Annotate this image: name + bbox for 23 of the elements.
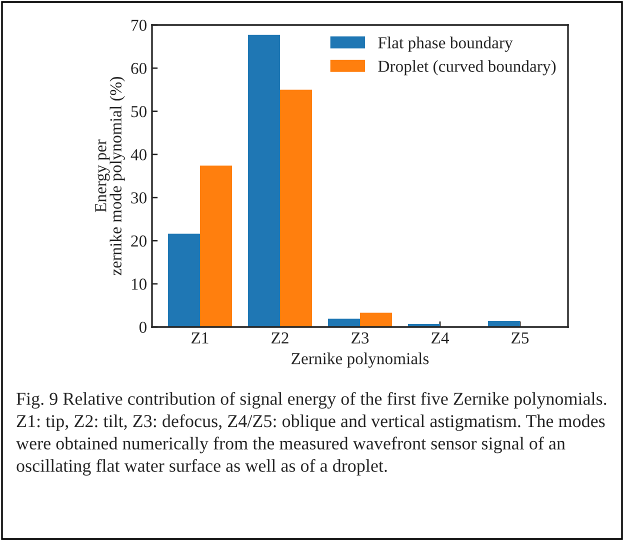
y-tick-label: 30	[131, 192, 147, 204]
y-tick-label: 40	[130, 149, 147, 160]
x-tick-label: Z3	[352, 332, 369, 344]
legend-label: Flat phase boundary	[378, 36, 513, 52]
x-tick-label: Z4	[432, 332, 449, 344]
legend-label: Droplet (curved boundary)	[378, 60, 556, 76]
y-tick-label: 10	[132, 278, 147, 290]
x-tick-label: Z2	[272, 332, 288, 344]
x-axis-title: Zernike polynomials	[292, 352, 429, 368]
bar	[168, 234, 200, 327]
y-tick-label: 20	[131, 235, 147, 247]
y-tick-label: 70	[132, 20, 147, 31]
y-tick-label: 60	[131, 62, 147, 74]
y-tick-label: 0	[139, 322, 147, 333]
bar	[280, 90, 312, 327]
y-axis-title: Energy per zernike mode polynomial (%)	[95, 76, 125, 276]
bar	[248, 34, 280, 327]
bar	[360, 312, 392, 327]
y-tick-label: 50	[131, 106, 147, 118]
bar	[200, 166, 232, 327]
caption: Fig. 9 Relative contribution of signal energy of the first five Zernike polynomials. Z1: tip, Z2: tilt, Z3: defocus, Z4/Z5: oblique and vertical astigmatism. The modes were obtained numerically from the measured wavefront sensor signal of an oscillating flat water surface as well as of a droplet.	[16, 392, 606, 476]
x-tick-label: Z1	[192, 332, 208, 344]
x-tick-label: Z5	[512, 332, 529, 344]
